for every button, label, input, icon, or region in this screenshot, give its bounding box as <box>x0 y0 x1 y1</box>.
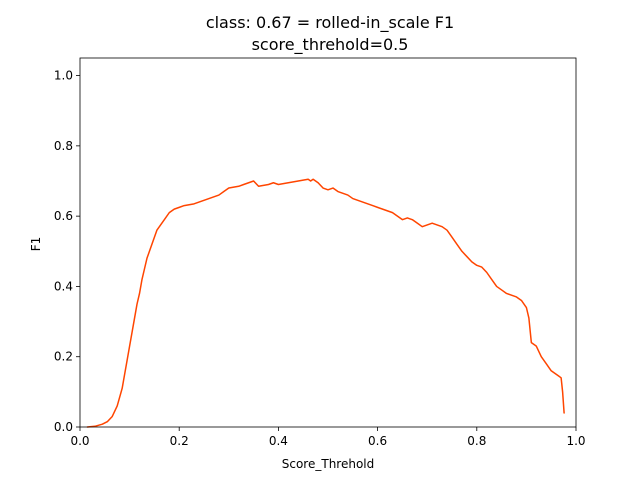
x-tick-label: 0.0 <box>70 434 89 448</box>
y-tick-label: 0.8 <box>54 139 73 153</box>
chart-title: class: 0.67 = rolled-in_scale F1 <box>206 13 454 33</box>
y-tick-label: 1.0 <box>54 69 73 83</box>
y-tick-label: 0.4 <box>54 279 73 293</box>
x-axis-label: Score_Threhold <box>282 457 375 471</box>
axes-frame <box>79 57 577 428</box>
chart-subtitle: score_threhold=0.5 <box>252 35 409 55</box>
x-tick-label: 0.6 <box>368 434 387 448</box>
x-tick-label: 0.8 <box>467 434 486 448</box>
y-axis-label: F1 <box>29 237 43 252</box>
y-tick-label: 0.6 <box>54 209 73 223</box>
x-tick-label: 0.4 <box>269 434 288 448</box>
y-tick-label: 0.2 <box>54 350 73 364</box>
x-tick-label: 0.2 <box>170 434 189 448</box>
x-tick-label: 1.0 <box>566 434 585 448</box>
f1-series-line-0 <box>86 178 565 428</box>
y-tick-label: 0.0 <box>54 420 73 434</box>
plot-area: 0.0 0.2 0.4 0.6 0.8 1.0 0.0 0.2 0.4 0.6 0.8 1.0 <box>54 57 586 448</box>
